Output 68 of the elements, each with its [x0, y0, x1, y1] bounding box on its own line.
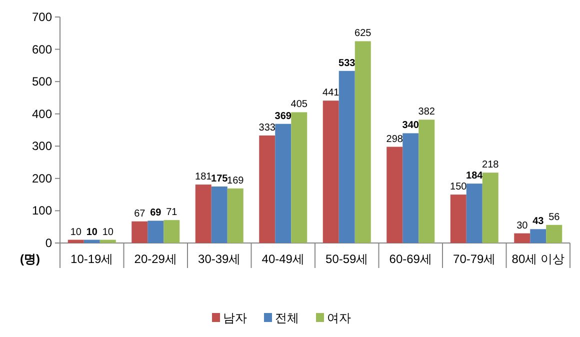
y-tick-label: 700 [32, 10, 52, 24]
bar [275, 124, 292, 243]
bar [482, 172, 498, 243]
data-label: 181 [195, 172, 212, 183]
legend-label: 전체 [275, 311, 299, 325]
bar [530, 229, 546, 243]
data-label: 30 [516, 220, 528, 232]
data-label: 184 [466, 170, 484, 182]
data-label: 169 [227, 175, 244, 186]
data-label: 382 [418, 106, 436, 118]
bar [338, 70, 355, 243]
bar [195, 184, 212, 243]
bar [354, 41, 371, 243]
bar [148, 220, 164, 243]
x-tick-label: 20-29세 [134, 252, 177, 266]
bar [291, 112, 308, 243]
bar [84, 240, 100, 243]
data-label: 175 [211, 174, 228, 184]
bar [546, 224, 562, 243]
bar [164, 220, 180, 243]
y-tick-label: 600 [32, 42, 52, 56]
data-label: 333 [258, 122, 276, 134]
data-label: 441 [322, 88, 340, 99]
data-label: 533 [338, 58, 356, 69]
y-tick-label: 400 [32, 106, 52, 121]
data-label: 150 [450, 182, 468, 193]
y-tick-label: 200 [32, 171, 52, 186]
bar [466, 184, 482, 243]
bar [68, 240, 84, 243]
legend-label: 남자 [223, 311, 247, 325]
bar [227, 188, 244, 243]
x-tick-label: 60-69세 [389, 252, 432, 266]
data-label: 69 [150, 208, 162, 219]
bar [322, 100, 339, 243]
data-label: 218 [482, 160, 500, 171]
data-label: 298 [386, 134, 404, 145]
data-label: 10 [102, 226, 114, 238]
bar [259, 135, 276, 243]
y-tick-label: 0 [45, 236, 52, 250]
x-tick-label: 70-79세 [453, 252, 496, 266]
data-label: 43 [532, 216, 544, 228]
y-tick-label: 100 [32, 204, 52, 218]
x-tick-label: 10-19세 [70, 252, 114, 266]
legend-label: 여자 [327, 311, 351, 325]
data-label: 405 [290, 99, 308, 110]
y-tick-label: 500 [32, 74, 52, 89]
bar [402, 133, 419, 243]
bar [100, 240, 116, 243]
x-tick-label: 80세 이상 [512, 252, 564, 266]
data-label: 369 [274, 110, 292, 122]
y-tick-label: 300 [32, 139, 52, 154]
bar [418, 120, 435, 243]
data-label: 625 [354, 28, 372, 40]
data-label: 10 [86, 226, 98, 238]
bar [132, 221, 148, 243]
bar [514, 233, 530, 243]
data-label: 67 [134, 208, 146, 220]
x-tick-label: 50-59세 [326, 252, 368, 266]
x-tick-label: 40-49세 [262, 252, 304, 266]
y-axis-title: (명) [20, 252, 40, 266]
data-label: 340 [402, 120, 420, 132]
data-label: 10 [70, 226, 82, 238]
data-label: 56 [548, 212, 560, 223]
bar [450, 194, 466, 243]
data-label: 71 [166, 207, 178, 218]
x-tick-label: 30-39세 [198, 252, 241, 266]
bar [386, 146, 403, 243]
bar [211, 186, 228, 243]
